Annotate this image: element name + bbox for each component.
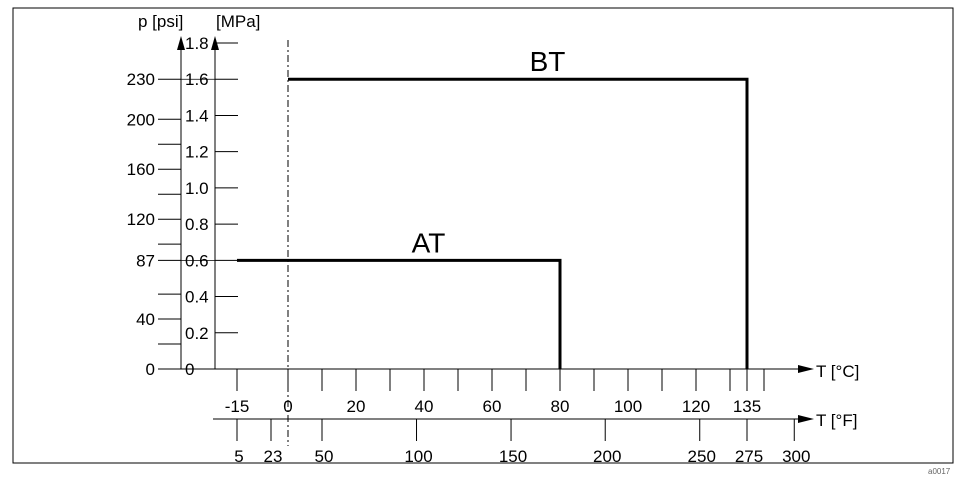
series-label-at: AT	[412, 227, 446, 258]
x-axis-celsius-title: T [°C]	[816, 362, 859, 381]
celsius-tick-label: 120	[682, 397, 710, 416]
fahrenheit-tick-label: 50	[315, 447, 334, 466]
figure-reference: a0017	[928, 467, 951, 476]
series-line-bt	[288, 77, 749, 369]
celsius-tick-label: 135	[733, 397, 761, 416]
mpa-tick-label: 0.4	[185, 288, 209, 307]
fahrenheit-tick-label: 5	[234, 447, 243, 466]
mpa-tick-label: 0.6	[185, 251, 209, 270]
psi-tick-label: 40	[136, 310, 155, 329]
celsius-tick-label: -15	[225, 397, 250, 416]
psi-tick-label: 200	[127, 110, 155, 129]
x-axis-fahrenheit-title: T [°F]	[816, 411, 857, 430]
psi-tick-label: 0	[146, 360, 155, 379]
fahrenheit-tick-label: 250	[688, 447, 716, 466]
y-axis-mpa-title: [MPa]	[216, 12, 260, 31]
fahrenheit-tick-label: 300	[782, 447, 810, 466]
celsius-tick-label: 60	[483, 397, 502, 416]
y-axis-psi-title: p [psi]	[138, 12, 183, 31]
celsius-tick-label: 20	[347, 397, 366, 416]
celsius-tick-label: 100	[614, 397, 642, 416]
mpa-tick-label: 1.2	[185, 143, 209, 162]
celsius-tick-label: 0	[283, 397, 292, 416]
fahrenheit-tick-label: 100	[404, 447, 432, 466]
celsius-axis-arrow	[798, 365, 814, 373]
mpa-tick-label: 1.4	[185, 106, 209, 125]
fahrenheit-tick-label: 200	[593, 447, 621, 466]
fahrenheit-tick-label: 275	[735, 447, 763, 466]
chart-frame	[12, 7, 954, 464]
mpa-tick-label: 1.6	[185, 70, 209, 89]
mpa-tick-label: 0.8	[185, 215, 209, 234]
series-line-at	[237, 258, 562, 369]
mpa-tick-label: 0	[185, 360, 194, 379]
fahrenheit-axis-arrow	[798, 415, 814, 423]
psi-tick-label: 160	[127, 160, 155, 179]
mpa-tick-label: 1.0	[185, 179, 209, 198]
series-label-bt: BT	[530, 46, 566, 77]
psi-tick-label: 230	[127, 70, 155, 89]
psi-tick-label: 87	[136, 251, 155, 270]
psi-axis-arrow	[177, 36, 185, 50]
celsius-tick-label: 40	[415, 397, 434, 416]
fahrenheit-tick-label: 150	[499, 447, 527, 466]
mpa-tick-label: 0.2	[185, 324, 209, 343]
celsius-tick-label: 80	[551, 397, 570, 416]
mpa-tick-label: 1.8	[185, 34, 209, 53]
fahrenheit-tick-label: 23	[264, 447, 283, 466]
psi-tick-label: 120	[127, 210, 155, 229]
